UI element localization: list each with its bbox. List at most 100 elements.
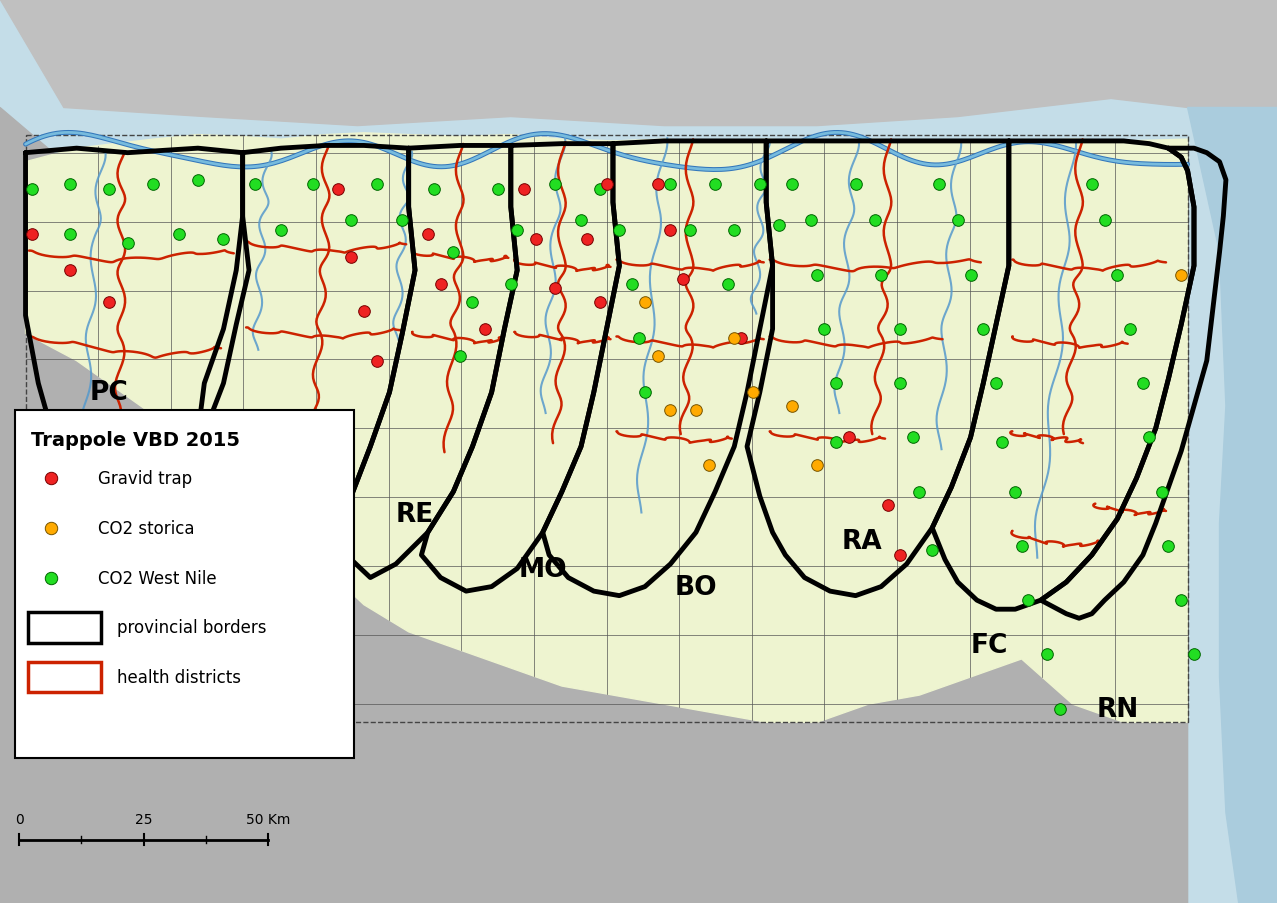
Point [354,304,374,319]
Point [724,223,744,237]
Text: CO2 West Nile: CO2 West Nile [98,569,217,587]
Point [22,182,42,197]
Polygon shape [0,108,1188,903]
Point [782,399,802,414]
Point [750,178,770,192]
Point [782,178,802,192]
Point [718,277,738,292]
Point [462,295,483,310]
Bar [28,662,101,693]
Point [801,214,821,228]
Point [1171,593,1191,608]
Point [960,268,981,283]
Point [430,277,451,292]
Point [686,404,706,418]
Point [1050,702,1070,716]
Point [673,273,693,287]
Text: MO: MO [518,556,567,582]
Point [948,214,968,228]
Point [98,295,119,310]
Point [545,178,566,192]
Point [117,237,138,251]
Point [1184,647,1204,662]
Point [826,377,847,391]
Point [647,178,668,192]
Point [1094,214,1115,228]
Text: RA: RA [842,529,882,554]
Point [571,214,591,228]
Point [41,521,61,535]
Point [545,282,566,296]
Point [871,268,891,283]
Point [845,178,866,192]
Point [660,223,681,237]
Text: PC: PC [89,380,128,405]
Point [628,331,649,346]
Point [1139,431,1160,445]
Point [1133,377,1153,391]
Text: RN: RN [1096,696,1139,721]
Point [647,349,668,364]
Polygon shape [0,0,1277,126]
Point [303,178,323,192]
Polygon shape [1188,108,1277,903]
Point [41,571,61,585]
Point [188,173,208,188]
Point [328,182,349,197]
Point [903,431,923,445]
Point [973,322,994,337]
Text: provincial borders: provincial borders [117,619,267,637]
Point [609,223,630,237]
Point [143,178,163,192]
Point [877,498,898,513]
Point [865,214,885,228]
Point [22,228,42,242]
Point [60,264,80,278]
Text: 25: 25 [135,813,152,826]
Point [769,219,789,233]
Point [245,178,266,192]
Point [1011,539,1032,554]
Text: health districts: health districts [117,668,241,686]
Point [890,548,911,563]
FancyBboxPatch shape [15,411,354,759]
Point [41,471,61,486]
Point [590,182,610,197]
Point [596,178,617,192]
Point [1082,178,1102,192]
Point [513,182,534,197]
Point [507,223,527,237]
Point [475,322,495,337]
Point [813,322,834,337]
Text: 0: 0 [15,813,23,826]
Point [341,250,361,265]
Point [271,223,291,237]
Point [986,377,1006,391]
Point [366,178,387,192]
Polygon shape [26,134,1188,722]
Point [826,435,847,450]
Point [909,485,930,499]
Point [635,295,655,310]
Point [98,182,119,197]
Point [724,331,744,346]
Point [660,178,681,192]
Point [1158,539,1179,554]
Point [890,322,911,337]
Text: PR: PR [241,452,282,478]
Point [1120,322,1140,337]
Bar [28,612,101,643]
Point [443,246,464,260]
Point [660,404,681,418]
Text: Trappole VBD 2015: Trappole VBD 2015 [31,431,240,450]
Point [1018,593,1038,608]
Point [992,435,1013,450]
Point [1107,268,1128,283]
Text: Gravid trap: Gravid trap [98,470,193,488]
Point [699,458,719,472]
Text: FC: FC [971,633,1009,658]
Point [488,182,508,197]
Point [890,377,911,391]
Point [730,331,751,346]
Polygon shape [0,813,358,903]
